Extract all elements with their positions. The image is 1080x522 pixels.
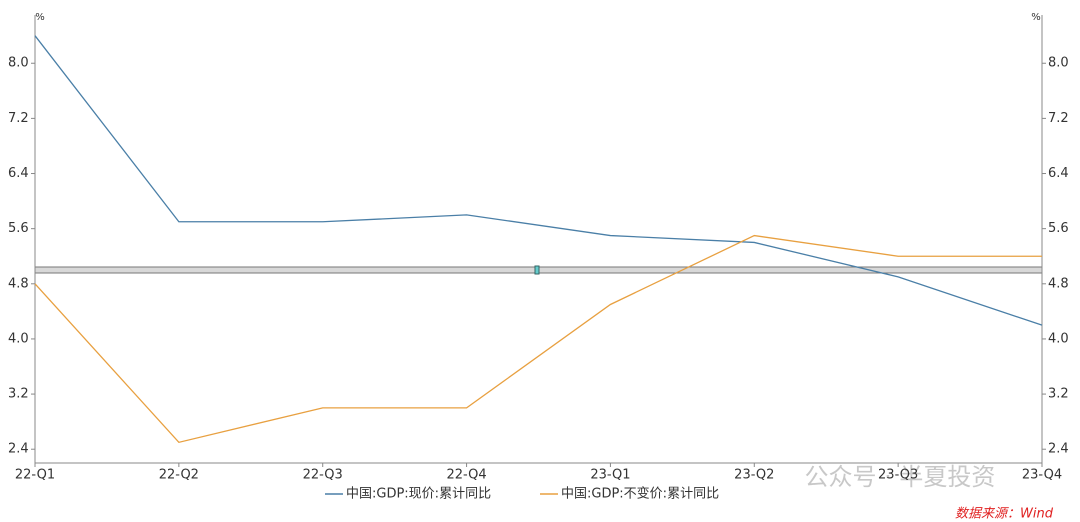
series-line (34, 35, 1043, 326)
series-line (34, 234, 1042, 444)
y2-tick-label: 4.8 (1048, 276, 1069, 291)
y-unit: % (35, 12, 45, 23)
y2-tick-label: 6.4 (1048, 166, 1069, 181)
y2-tick-label: 5.6 (1048, 221, 1069, 236)
y2-unit: % (1031, 12, 1041, 23)
y-tick-label: 2.4 (8, 442, 29, 457)
x-tick-label: 23-Q3 (878, 468, 918, 483)
legend-label: 中国:GDP:现价:累计同比 (346, 487, 491, 502)
x-tick-label: 22-Q3 (303, 468, 343, 483)
y2-tick-label: 3.2 (1048, 387, 1069, 402)
y-tick-label: 6.4 (8, 166, 29, 181)
y2-tick-label: 7.2 (1048, 111, 1069, 126)
x-tick-label: 22-Q1 (15, 468, 55, 483)
x-tick-label: 23-Q4 (1022, 468, 1062, 483)
y-tick-label: 4.8 (8, 276, 29, 291)
y-tick-label: 4.0 (8, 331, 29, 346)
slider-handle[interactable] (534, 265, 540, 275)
watermark: 公众号 · 半夏投资 (805, 463, 996, 491)
x-tick-label: 22-Q2 (159, 468, 199, 483)
source: 数据来源：Wind (955, 507, 1054, 522)
legend-label: 中国:GDP:不变价:累计同比 (561, 486, 719, 502)
x-tick-label: 22-Q4 (446, 468, 486, 483)
y2-tick-label: 2.4 (1048, 442, 1069, 457)
y-tick-label: 7.2 (8, 111, 29, 126)
y-tick-label: 3.2 (8, 387, 29, 402)
y2-tick-label: 8.0 (1048, 56, 1069, 71)
y2-tick-label: 4.0 (1048, 331, 1069, 346)
y-tick-label: 5.6 (8, 221, 29, 236)
x-tick-label: 23-Q1 (590, 468, 630, 483)
x-tick-label: 23-Q2 (734, 468, 774, 483)
y-tick-label: 8.0 (8, 56, 29, 71)
